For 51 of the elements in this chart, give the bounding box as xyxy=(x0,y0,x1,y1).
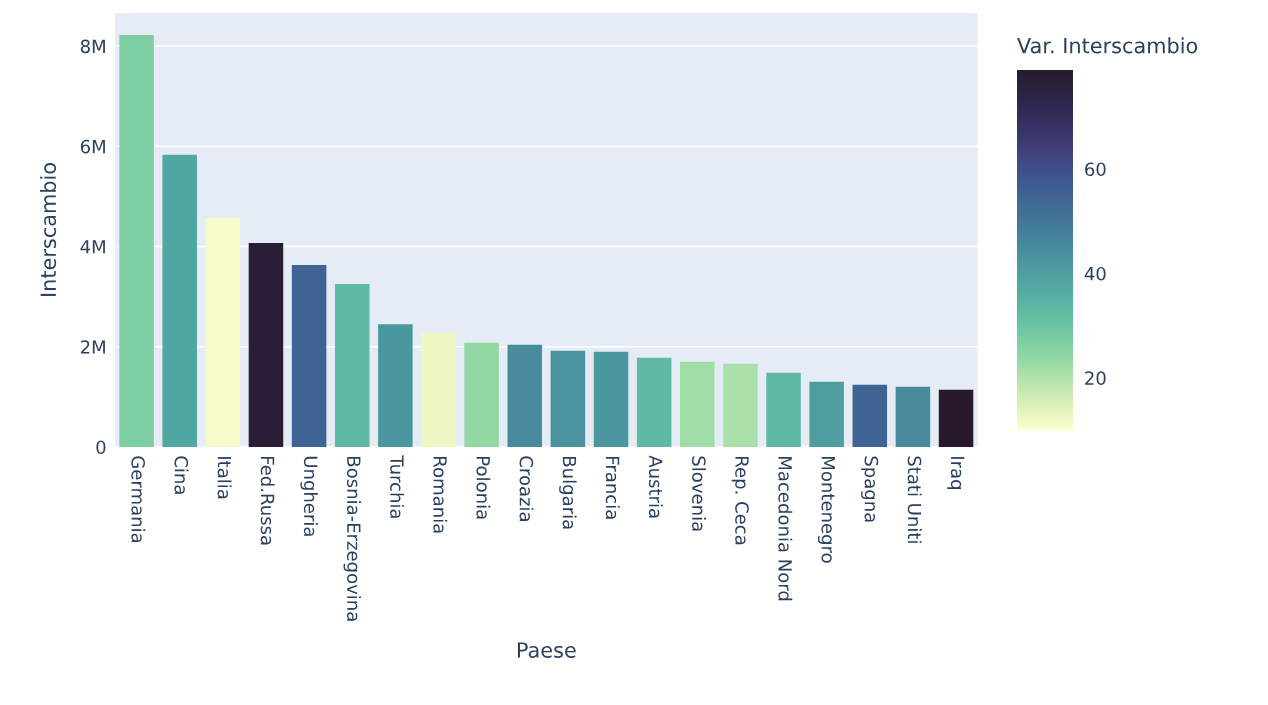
bar xyxy=(723,363,758,447)
color-bar-title: Var. Interscambio xyxy=(1017,37,1198,54)
y-tick-label: 0 xyxy=(96,440,106,455)
y-tick-label: 6M xyxy=(80,139,105,154)
x-tick-label: Stati Uniti xyxy=(907,456,922,543)
x-tick-label: Turchia xyxy=(390,455,405,518)
y-tick-label: 4M xyxy=(80,240,105,254)
bar xyxy=(421,332,456,447)
x-tick-label: Rep. Ceca xyxy=(731,457,749,545)
x-tick-label: Polonia xyxy=(476,457,491,519)
y-axis-title: Interscambio xyxy=(40,163,57,296)
x-tick-label: Romania xyxy=(433,457,448,533)
bar xyxy=(680,361,715,447)
x-tick-label: Croazia xyxy=(519,456,534,521)
bar xyxy=(938,389,974,447)
bar xyxy=(550,350,586,447)
bar xyxy=(809,381,844,447)
x-axis-title: Paese xyxy=(517,642,576,658)
bar xyxy=(464,342,499,447)
x-tick-label: Slovenia xyxy=(692,456,707,531)
bar xyxy=(507,344,542,447)
bar xyxy=(636,357,672,447)
bar xyxy=(334,284,370,447)
color-bar-label: 40 xyxy=(1084,266,1106,281)
x-tick-label: Macedonia Nord xyxy=(778,457,793,601)
bar xyxy=(895,386,931,447)
x-tick-label: Bosnia-Erzegovina xyxy=(343,457,361,621)
y-tick-label: 2M xyxy=(80,340,105,354)
x-tick-label: Ungheria xyxy=(300,456,318,536)
x-tick-label: Italia xyxy=(217,457,232,499)
x-tick-label: Iraq xyxy=(947,457,965,489)
bar xyxy=(291,265,327,447)
x-tick-label: Fed.Russa xyxy=(260,457,275,545)
color-bar-label: 20 xyxy=(1085,371,1106,385)
bar xyxy=(852,384,888,447)
y-tick-label: 8M xyxy=(80,39,105,54)
x-tick-label: Spagna xyxy=(861,456,879,522)
x-tick-label: Cina xyxy=(174,456,189,494)
x-tick-label: Germania xyxy=(131,456,146,543)
bar xyxy=(205,217,241,447)
bar xyxy=(766,372,801,447)
bar xyxy=(593,351,629,447)
x-tick-label: Austria xyxy=(648,455,663,518)
bar xyxy=(119,35,154,447)
x-tick-label: Montenegro xyxy=(817,457,835,563)
bar xyxy=(248,243,284,447)
bar xyxy=(162,154,197,447)
bar xyxy=(378,324,413,447)
color-bar-label: 60 xyxy=(1085,162,1106,177)
x-tick-label: Francia xyxy=(605,457,620,519)
x-tick-label: Bulgaria xyxy=(559,457,577,529)
